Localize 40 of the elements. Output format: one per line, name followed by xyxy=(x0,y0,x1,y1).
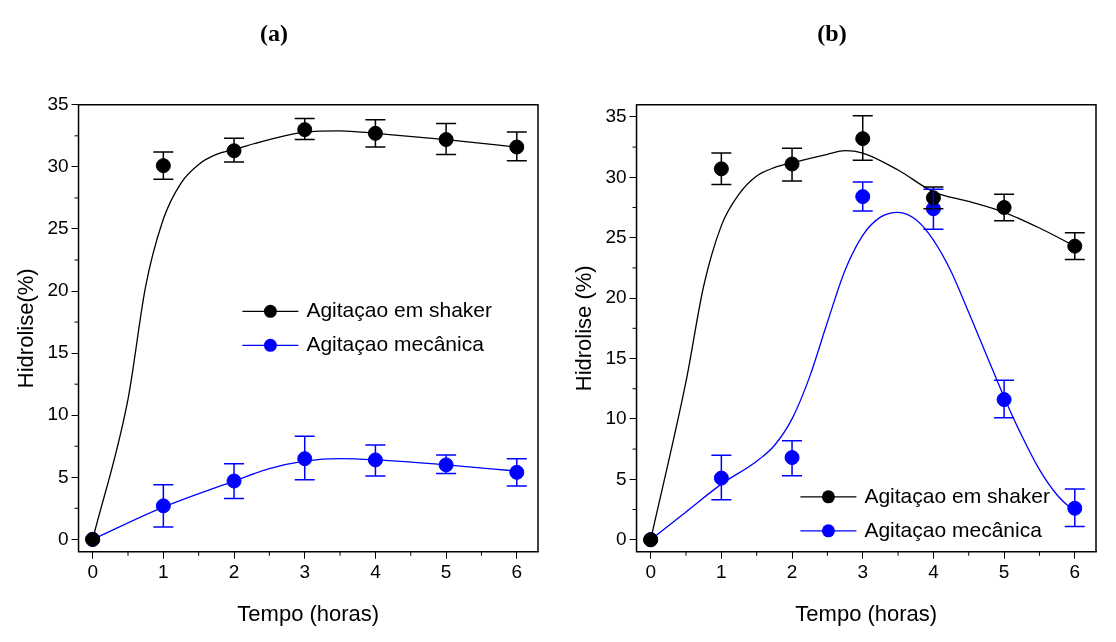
x-axis-title: Tempo (horas) xyxy=(795,600,938,626)
y-axis-title: Hidrolise (%) xyxy=(571,265,597,392)
y-tick-label: 25 xyxy=(47,217,69,239)
x-tick-label: 6 xyxy=(511,561,523,583)
x-tick-label: 5 xyxy=(998,561,1010,583)
x-axis-title: Tempo (horas) xyxy=(237,600,380,626)
legend-label: Agitaçao em shaker xyxy=(864,483,1051,507)
y-tick-label: 30 xyxy=(605,165,627,187)
x-tick-label: 2 xyxy=(228,561,240,583)
x-tick-label: 5 xyxy=(440,561,452,583)
y-tick-label: 20 xyxy=(47,279,69,301)
y-tick-label: 0 xyxy=(615,527,627,549)
x-tick-label: 0 xyxy=(87,561,98,583)
legend-label: Agitaçao mecânica xyxy=(306,332,485,356)
x-tick-label: 1 xyxy=(158,561,169,583)
y-axis-title: Hidrolise(%) xyxy=(13,268,39,389)
y-tick-label: 0 xyxy=(57,527,69,549)
y-tick-label: 15 xyxy=(605,346,627,368)
x-tick-label: 2 xyxy=(786,561,798,583)
y-tick-label: 5 xyxy=(57,465,69,487)
y-tick-label: 10 xyxy=(605,407,627,429)
x-tick-label: 3 xyxy=(299,561,311,583)
y-tick-label: 15 xyxy=(47,341,69,363)
y-tick-label: 5 xyxy=(615,467,627,489)
y-tick-label: 35 xyxy=(47,93,69,115)
y-tick-label: 25 xyxy=(605,225,627,247)
x-tick-label: 4 xyxy=(370,561,382,583)
y-tick-label: 10 xyxy=(47,403,69,425)
x-tick-label: 4 xyxy=(928,561,940,583)
x-tick-label: 6 xyxy=(1069,561,1081,583)
legend-label: Agitaçao em shaker xyxy=(306,298,493,322)
y-tick-label: 20 xyxy=(605,286,627,308)
legend-label: Agitaçao mecânica xyxy=(864,517,1043,541)
chart-title: (b) xyxy=(817,19,847,46)
x-tick-label: 0 xyxy=(645,561,656,583)
chart-title: (a) xyxy=(260,19,288,46)
y-tick-label: 35 xyxy=(605,105,627,127)
x-tick-label: 3 xyxy=(857,561,869,583)
x-tick-label: 1 xyxy=(716,561,727,583)
y-tick-label: 30 xyxy=(47,155,69,177)
